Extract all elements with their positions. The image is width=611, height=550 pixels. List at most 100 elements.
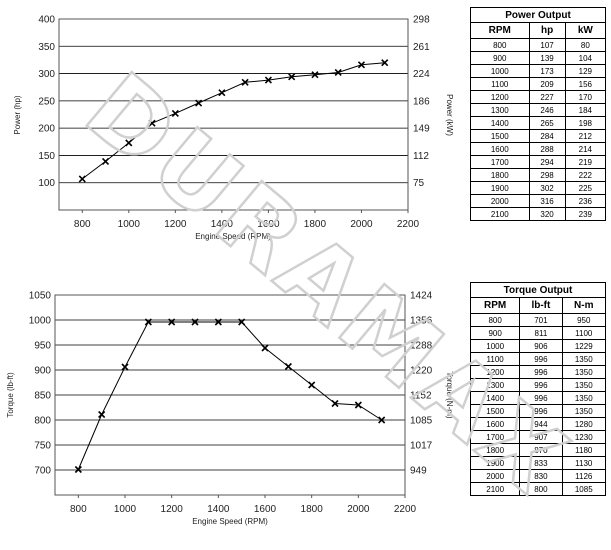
torque-table-cell: 1126 (561, 469, 607, 483)
power-data-point (357, 61, 366, 69)
torque-table-row: 2100 800 1085 (469, 482, 607, 496)
power-table-cell: 1900 (470, 181, 530, 195)
torque-table-cell: 1300 (469, 378, 521, 392)
torque-data-point (238, 318, 246, 326)
torque-y-tick-label: 950 (34, 341, 51, 352)
power-table-row: 1500 284 212 (470, 129, 607, 143)
torque-y-tick-label: 1050 (29, 291, 52, 302)
torque-y2-tick-label: 1424 (410, 291, 433, 302)
torque-table-row: 2000 830 1126 (469, 469, 607, 483)
torque-plot-frame (54, 294, 406, 496)
power-table-row: 1700 294 219 (470, 155, 607, 169)
torque-chart: 700 750 800 850 900 950 1000 1050 949 1017 1085 11… (6, 291, 454, 527)
torque-table-row: 1200 996 1350 (469, 365, 607, 379)
torque-series-line (77, 321, 382, 470)
power-table-row: 2100 320 239 (470, 207, 607, 221)
torque-table-cell: 1229 (561, 339, 607, 353)
torque-data-point (354, 401, 362, 409)
torque-y2-tick-label: 1288 (410, 341, 433, 352)
torque-table-cell: 800 (469, 313, 521, 327)
power-table-cell: 227 (528, 90, 566, 104)
power-table-cell: 1600 (470, 142, 530, 156)
power-table-row: 900 139 104 (470, 51, 607, 65)
power-y-tick-label: 250 (38, 96, 55, 107)
power-table-row: 1000 173 129 (470, 64, 607, 78)
torque-data-point (284, 362, 292, 371)
torque-table-cell: 1100 (469, 352, 521, 366)
torque-table-cell: 1130 (561, 456, 607, 470)
power-table-cell: 198 (564, 116, 607, 130)
power-table-cell: 316 (528, 194, 566, 208)
torque-table-cell: 1600 (469, 417, 521, 431)
power-table-cell: 1300 (470, 103, 530, 117)
power-x-tick-label: 1800 (304, 219, 327, 230)
power-x-tick-label: 800 (74, 219, 91, 230)
torque-y-tick-label: 850 (34, 391, 51, 402)
power-table-cell: 80 (564, 38, 607, 52)
torque-x-tick-label: 1600 (254, 504, 277, 515)
power-table-cell: 288 (528, 142, 566, 156)
torque-table-cell: 1200 (469, 365, 521, 379)
power-data-point (311, 71, 319, 79)
power-table-cell: 1800 (470, 168, 530, 182)
torque-table-cell: 996 (519, 404, 563, 418)
torque-table-row: 1300 996 1350 (469, 378, 607, 392)
torque-table-cell: 830 (519, 469, 563, 483)
torque-x-axis-title: Engine Speed (RPM) (192, 517, 268, 526)
power-table-cell: 1000 (470, 64, 530, 78)
power-table-cell: 1500 (470, 129, 530, 143)
torque-table-cell: 1350 (561, 378, 607, 392)
torque-y-axis-title: Torque (lb-ft) (6, 372, 15, 418)
torque-data-point (191, 318, 199, 326)
power-table-cell: 156 (564, 77, 607, 91)
torque-table-row: 1700 907 1230 (469, 430, 607, 444)
power-y-tick-label: 400 (38, 15, 55, 26)
power-x-tick-label: 1400 (211, 219, 234, 230)
torque-table-title: Torque Output (470, 282, 606, 298)
torque-table-cell: 996 (519, 378, 563, 392)
power-y-tick-label: 300 (38, 69, 55, 80)
power-table-cell: 302 (528, 181, 566, 195)
torque-y-tick-label: 900 (34, 366, 51, 377)
torque-data-point (121, 363, 129, 371)
power-y2-tick-label: 112 (413, 151, 429, 162)
power-x-tick-label: 1600 (257, 219, 280, 230)
power-data-point (241, 78, 249, 86)
power-table-cell: 225 (564, 181, 607, 195)
power-table-row: 1900 302 225 (470, 181, 607, 195)
power-table-cell: 2000 (470, 194, 530, 208)
power-table-row: 1600 288 214 (470, 142, 607, 156)
power-table-cell: 139 (528, 51, 566, 65)
torque-table-cell: 701 (519, 313, 563, 327)
torque-table-row: 1400 996 1350 (469, 391, 607, 405)
power-table-cell: 184 (564, 103, 607, 117)
power-x-tick-label: 1200 (164, 219, 187, 230)
power-col-hp: hp (528, 22, 566, 39)
torque-x-tick-label: 2000 (347, 504, 370, 515)
power-x-tick-label: 2000 (350, 219, 373, 230)
power-col-kw: kW (564, 22, 607, 39)
power-table-cell: 298 (528, 168, 566, 182)
power-y2-tick-label: 224 (413, 69, 430, 80)
power-x-ticks: 800 1000 1200 1400 1600 1800 2000 2200 (74, 210, 420, 230)
power-data-point (195, 99, 203, 107)
torque-y-tick-label: 700 (34, 466, 51, 477)
power-table-row: 1300 246 184 (470, 103, 607, 117)
torque-x-tick-label: 1000 (114, 504, 137, 515)
power-table-cell: 320 (528, 207, 566, 221)
power-x-axis-title: Engine Speed (RPM) (195, 232, 271, 241)
torque-table-cell: 906 (519, 339, 563, 353)
torque-table-cell: 900 (469, 326, 521, 340)
power-x-tick-label: 1000 (118, 219, 141, 230)
torque-data-point (144, 318, 152, 326)
power-plot-area (59, 19, 408, 210)
torque-table-cell: 1280 (561, 417, 607, 431)
power-table-cell: 107 (528, 38, 566, 52)
torque-y-ticks: 700 750 800 850 900 950 1000 1050 (29, 291, 52, 477)
power-table-row: 1200 227 170 (470, 90, 607, 104)
power-data-point (334, 68, 342, 77)
torque-table-cell: 996 (519, 391, 563, 405)
torque-col-rpm: RPM (469, 297, 521, 314)
power-data-point (171, 109, 179, 117)
torque-table-row: 1100 996 1350 (469, 352, 607, 366)
